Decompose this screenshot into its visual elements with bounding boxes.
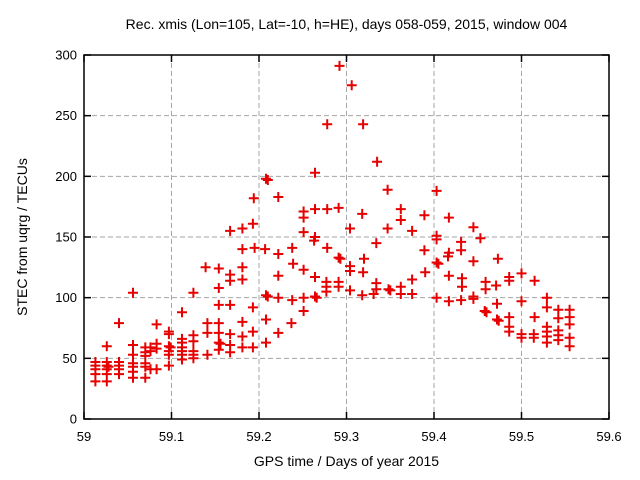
data-points: [90, 60, 575, 387]
x-tick-label: 59.3: [334, 429, 359, 444]
x-tick-label: 59.6: [596, 429, 621, 444]
y-tick-label: 200: [55, 169, 77, 184]
y-tick-label: 250: [55, 108, 77, 123]
y-tick-label: 150: [55, 230, 77, 245]
x-axis-label: GPS time / Days of year 2015: [253, 453, 440, 469]
x-tick-label: 59.1: [159, 429, 184, 444]
x-tick-label: 59.4: [421, 429, 446, 444]
y-tick-label: 300: [55, 48, 77, 63]
x-tick-label: 59.2: [246, 429, 271, 444]
x-tick-label: 59.5: [509, 429, 534, 444]
chart-title: Rec. xmis (Lon=105, Lat=-10, h=HE), days…: [125, 16, 568, 32]
y-tick-label: 100: [55, 290, 77, 305]
y-tick-label: 50: [63, 351, 77, 366]
plot-border: [83, 54, 610, 420]
y-tick-label: 0: [70, 412, 77, 427]
x-tick-label: 59: [77, 429, 91, 444]
